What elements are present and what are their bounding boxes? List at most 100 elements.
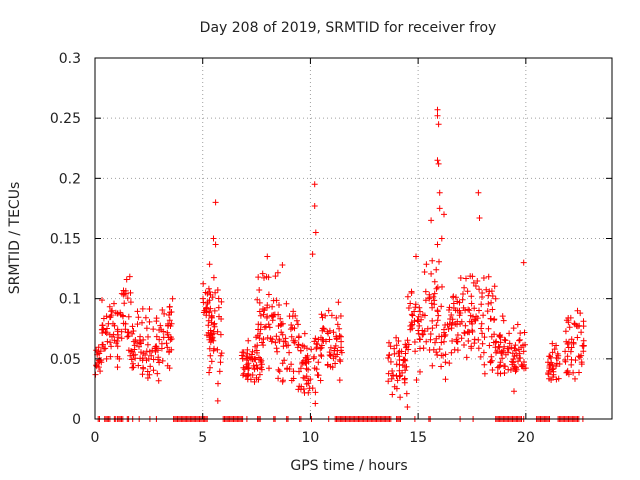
data-point-outlier xyxy=(335,299,342,306)
data-point xyxy=(209,294,216,301)
data-point xyxy=(168,336,175,342)
data-point xyxy=(516,336,523,343)
data-point xyxy=(441,326,447,333)
data-point xyxy=(305,358,312,365)
data-point xyxy=(491,283,498,290)
data-point xyxy=(208,319,215,326)
data-point xyxy=(254,296,261,303)
data-point xyxy=(148,352,155,359)
data-point xyxy=(336,325,343,332)
data-point xyxy=(337,313,344,319)
data-point xyxy=(550,371,557,378)
data-point xyxy=(465,306,472,313)
data-point xyxy=(291,339,298,346)
data-point xyxy=(434,317,441,324)
x-tick-label: 0 xyxy=(91,430,100,446)
data-point xyxy=(218,350,225,357)
data-point xyxy=(274,348,281,355)
data-point xyxy=(106,303,113,310)
data-point xyxy=(286,349,293,356)
data-point xyxy=(546,375,553,382)
data-point xyxy=(391,345,398,352)
data-point xyxy=(491,331,498,338)
data-point xyxy=(516,337,523,344)
data-point-outlier xyxy=(435,121,442,128)
data-point xyxy=(411,317,418,324)
data-point-outlier xyxy=(264,253,271,260)
data-point xyxy=(547,353,553,360)
data-point xyxy=(245,360,252,367)
data-point xyxy=(511,388,517,395)
data-point xyxy=(97,368,104,375)
data-point-outlier xyxy=(311,181,318,188)
data-point xyxy=(522,365,529,372)
data-point xyxy=(260,311,267,318)
data-point xyxy=(139,371,146,378)
data-point xyxy=(305,366,312,373)
data-point xyxy=(286,366,293,372)
data-point xyxy=(483,286,490,293)
data-point xyxy=(152,345,159,352)
data-point xyxy=(458,318,465,325)
data-point xyxy=(469,273,476,280)
data-point xyxy=(276,336,283,343)
data-point xyxy=(332,342,339,349)
data-point xyxy=(401,364,408,370)
data-point xyxy=(393,385,400,392)
data-point xyxy=(101,345,108,352)
data-point xyxy=(479,340,486,347)
grid-lines xyxy=(95,58,612,419)
data-point xyxy=(260,306,266,312)
data-point xyxy=(485,292,492,299)
data-point xyxy=(517,330,524,337)
data-point xyxy=(129,348,136,355)
data-point xyxy=(308,346,315,353)
data-point xyxy=(144,368,151,375)
data-point xyxy=(405,346,412,353)
data-point xyxy=(249,348,256,355)
data-point xyxy=(142,352,149,358)
data-point xyxy=(387,358,394,365)
data-point xyxy=(200,280,207,287)
x-tick-label: 20 xyxy=(517,430,535,446)
data-point xyxy=(385,355,392,361)
data-point xyxy=(481,334,488,341)
data-point xyxy=(556,361,563,367)
y-tick-label: 0.1 xyxy=(59,292,81,308)
data-point xyxy=(214,346,221,353)
data-point xyxy=(471,340,478,347)
data-point xyxy=(318,344,325,351)
data-point xyxy=(468,343,475,350)
data-point xyxy=(333,335,340,342)
data-point xyxy=(295,342,302,348)
data-point xyxy=(438,352,445,359)
data-point xyxy=(467,312,474,319)
data-point xyxy=(307,376,314,383)
data-point xyxy=(147,363,154,370)
data-point xyxy=(139,319,145,326)
data-point xyxy=(417,308,423,315)
data-point xyxy=(439,283,445,290)
data-point xyxy=(553,363,560,370)
data-point xyxy=(166,365,173,372)
data-point xyxy=(153,333,160,340)
data-point xyxy=(103,355,110,362)
data-point xyxy=(289,313,296,320)
data-point xyxy=(472,283,479,289)
data-point xyxy=(453,336,460,343)
data-point xyxy=(324,361,331,368)
data-point xyxy=(241,366,248,373)
data-point xyxy=(489,306,496,313)
x-tick-label: 5 xyxy=(198,430,207,446)
y-tick-label: 0.15 xyxy=(50,232,81,248)
data-point xyxy=(125,313,132,320)
data-point xyxy=(300,374,307,381)
data-point xyxy=(389,391,396,398)
data-point xyxy=(124,295,131,302)
data-point xyxy=(155,377,162,384)
data-point-outlier xyxy=(434,157,441,164)
data-point-outlier xyxy=(492,295,499,302)
data-point-outlier xyxy=(520,259,527,266)
data-point xyxy=(431,301,438,308)
data-point xyxy=(247,376,254,383)
